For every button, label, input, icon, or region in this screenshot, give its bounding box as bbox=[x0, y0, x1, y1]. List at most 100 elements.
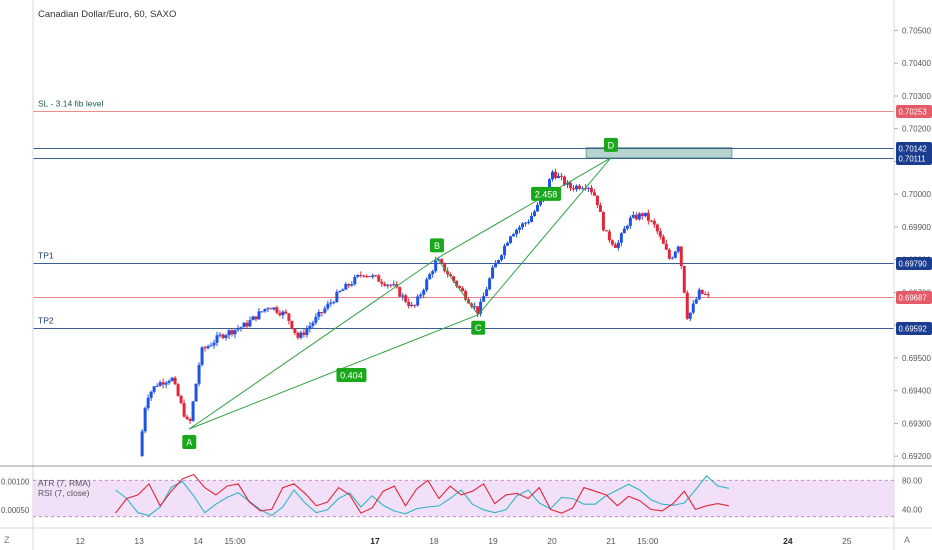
candle-body bbox=[269, 308, 273, 310]
candle-body bbox=[308, 325, 312, 329]
candle-body bbox=[434, 260, 438, 272]
candle-body bbox=[676, 246, 680, 252]
candle-body bbox=[209, 345, 213, 347]
candle-body bbox=[491, 267, 495, 279]
ratio-badge[interactable] bbox=[336, 367, 367, 382]
candle-body bbox=[245, 322, 249, 327]
candle-body bbox=[643, 212, 647, 217]
indicator-lines bbox=[115, 473, 730, 517]
candle-body bbox=[320, 312, 324, 314]
legend-rsi[interactable]: RSI (7, close) bbox=[38, 488, 90, 498]
candle-body bbox=[679, 246, 683, 267]
timezone-toggle[interactable]: Z bbox=[4, 535, 10, 545]
price-tick-label: 0.70300 bbox=[902, 92, 931, 101]
candle-body bbox=[371, 275, 375, 277]
candle-body bbox=[152, 386, 156, 392]
candle-body bbox=[485, 289, 489, 297]
candle-body bbox=[527, 221, 531, 223]
candle-body bbox=[326, 303, 330, 309]
candle-body bbox=[281, 311, 285, 316]
time-axis[interactable]: 12 13 14 15:00 17 18 19 20 21 15:00 24 25 bbox=[75, 536, 851, 546]
candle-body bbox=[194, 383, 198, 402]
time-tick-label: 13 bbox=[134, 536, 144, 546]
point-badge-C[interactable] bbox=[471, 320, 486, 335]
pattern-line-bd[interactable] bbox=[436, 157, 612, 259]
candle-body bbox=[422, 290, 426, 295]
candle-body bbox=[634, 214, 638, 220]
time-tick-label: 15:00 bbox=[224, 536, 246, 546]
candle-body bbox=[586, 187, 590, 189]
price-axis[interactable]: 0.705000.704000.703000.702000.701000.700… bbox=[894, 26, 931, 461]
candle-body bbox=[275, 307, 279, 313]
candle-body bbox=[482, 296, 486, 302]
candle-body bbox=[443, 262, 447, 272]
candle-body bbox=[658, 231, 662, 237]
candle-body bbox=[278, 312, 282, 316]
price-tag-zone_top bbox=[896, 142, 932, 155]
candle-body bbox=[359, 274, 363, 276]
candle-body bbox=[652, 220, 656, 225]
point-badge-B[interactable] bbox=[429, 238, 444, 253]
candle-body bbox=[655, 224, 659, 232]
candle-body bbox=[601, 212, 605, 231]
candle-body bbox=[191, 401, 195, 421]
candle-body bbox=[362, 275, 366, 277]
candle-body bbox=[260, 311, 264, 313]
candle-body bbox=[419, 294, 423, 297]
target-zone bbox=[585, 147, 733, 159]
candle-body bbox=[212, 342, 216, 346]
point-badge-A[interactable] bbox=[182, 434, 197, 449]
ratio-label: 2.458 bbox=[535, 189, 558, 199]
candle-body bbox=[347, 283, 351, 286]
candle-body bbox=[407, 301, 411, 307]
target-zone-box[interactable] bbox=[585, 147, 733, 159]
candle-body bbox=[550, 171, 554, 180]
candle-body bbox=[589, 187, 593, 193]
ratio-badge[interactable] bbox=[531, 186, 562, 201]
time-tick-label: 19 bbox=[488, 536, 498, 546]
indicator-axis: 80.00 40.00 0.00100 0.00050 bbox=[1, 476, 923, 515]
candle-body bbox=[398, 287, 402, 297]
candle-body bbox=[140, 431, 144, 457]
candle-body bbox=[515, 229, 519, 235]
candle-body bbox=[685, 292, 689, 319]
candle-body bbox=[182, 403, 186, 417]
legend-atr[interactable]: ATR (7, RMA) bbox=[38, 478, 91, 488]
candle-body bbox=[694, 299, 698, 304]
candle-body bbox=[179, 396, 183, 404]
candle-body bbox=[287, 313, 291, 321]
candle-body bbox=[604, 230, 608, 232]
time-tick-label: 25 bbox=[842, 536, 852, 546]
indicator-pane[interactable]: 80.00 40.00 0.00100 0.00050 bbox=[1, 473, 923, 518]
atr-line[interactable] bbox=[115, 474, 730, 517]
price-tag-label-zone_top: 0.70142 bbox=[899, 145, 927, 154]
candle-body bbox=[164, 382, 168, 385]
candle-body bbox=[356, 274, 360, 277]
candle-body bbox=[574, 185, 578, 190]
candle-body bbox=[404, 295, 408, 302]
candle-body bbox=[619, 233, 623, 243]
candle-body bbox=[167, 380, 171, 383]
candle-body bbox=[335, 292, 339, 303]
candle-body bbox=[431, 271, 435, 275]
candle-body bbox=[284, 311, 288, 314]
candle-body bbox=[512, 234, 516, 237]
pattern-leg-ab[interactable] bbox=[188, 257, 438, 430]
point-badge-D[interactable] bbox=[603, 137, 618, 152]
pattern-leg-bc[interactable] bbox=[436, 258, 479, 316]
candle-body bbox=[173, 377, 177, 385]
price-tick-label: 0.70200 bbox=[902, 125, 931, 134]
pattern-line-ac[interactable] bbox=[189, 314, 479, 430]
time-tick-label: 12 bbox=[75, 536, 85, 546]
price-tag-last bbox=[896, 291, 932, 304]
pattern-leg-cd[interactable] bbox=[477, 157, 612, 316]
candle-body bbox=[664, 243, 668, 250]
time-tick-label: 21 bbox=[606, 536, 616, 546]
auto-scale-toggle[interactable]: A bbox=[904, 535, 910, 545]
rsi-band bbox=[33, 480, 894, 517]
candle-body bbox=[257, 311, 261, 320]
price-pane[interactable]: SL - 3.14 fib level TP1 TP2 A B C D 0.404 2.458 bbox=[33, 0, 894, 466]
point-label-D: D bbox=[608, 140, 615, 150]
rsi-line[interactable] bbox=[115, 473, 730, 514]
